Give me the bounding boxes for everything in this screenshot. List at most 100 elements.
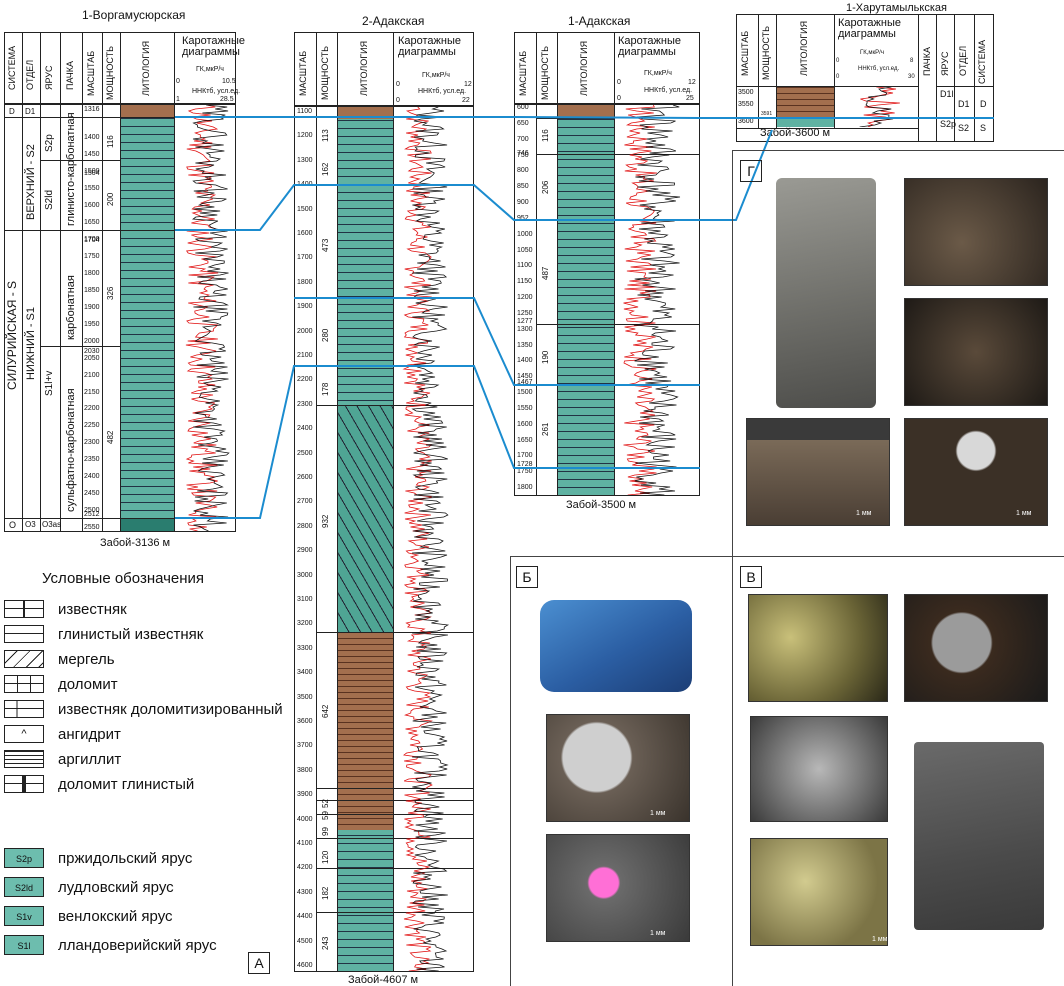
depth-label: 3200: [297, 620, 313, 628]
nnk-label: ННКтб, усл.ед.: [192, 88, 241, 95]
depth-label: 1300: [517, 325, 533, 333]
scale-label: 1 мм: [1016, 510, 1032, 517]
nnk-max: 30: [908, 74, 915, 80]
depth-label: 700: [517, 135, 529, 143]
log-curves: [859, 87, 900, 127]
depth-label: 4000: [297, 815, 313, 823]
depth-label: 1277: [517, 318, 533, 326]
depth-label: 1700: [517, 452, 533, 460]
nnk-curve: [859, 87, 894, 127]
gk-min: 0: [396, 81, 400, 88]
depth-label: 2100: [297, 352, 313, 359]
depth-label: 1000: [517, 230, 533, 238]
depth-label: 2350: [84, 456, 100, 464]
thin-section-photo: [750, 838, 888, 946]
nnk-curve: [633, 105, 681, 495]
legend-symbol: [4, 600, 44, 618]
well-title: 2-Адакская: [362, 14, 425, 28]
panel-label-b: Б: [516, 566, 538, 588]
dept-s2: S2: [958, 123, 970, 133]
depth-label: 1467: [517, 378, 533, 386]
depth-label: 1316: [84, 106, 100, 113]
gk-label: ГК,мкР/ч: [196, 66, 224, 73]
depth-label: 3100: [297, 596, 313, 603]
legend-stage-label: пржидольский ярус: [58, 850, 193, 867]
divider: [510, 556, 511, 986]
depth-label: 1300: [297, 156, 313, 164]
depth-label: 650: [517, 119, 529, 127]
lithology-brown: [121, 105, 174, 117]
column-frame: [514, 104, 700, 496]
lithology-limestone: [121, 117, 174, 518]
legend-label: доломит глинистый: [58, 776, 195, 793]
depth-label: 2700: [297, 498, 313, 506]
correlation-line: [294, 297, 700, 386]
nnk-min: 1: [176, 96, 180, 103]
log-curves: [402, 107, 450, 971]
depth-label: 1100: [297, 108, 313, 115]
nnk-label: ННКтб, усл.ед.: [858, 66, 900, 72]
log-header: Каротажные диаграммы: [838, 17, 902, 40]
bottom-depth: Забой-3136 м: [100, 537, 171, 549]
gk-max: 12: [688, 79, 696, 86]
depth-label: 2050: [84, 354, 100, 362]
depth-label: 1728: [517, 461, 533, 469]
panel-label-a: А: [248, 952, 270, 974]
depth-label: 800: [517, 167, 529, 175]
legend-label: аргиллит: [58, 751, 122, 768]
legend-label: известняк: [58, 601, 127, 618]
legend-symbol: [4, 775, 44, 793]
depth-label: 2400: [297, 425, 313, 433]
legend-symbol: [4, 650, 44, 668]
depth-label: 1150: [517, 278, 533, 286]
depth-label: 2450: [84, 490, 100, 498]
depth-label: 1800: [84, 269, 100, 277]
gk-min: 0: [836, 58, 840, 64]
depth-label: 1850: [84, 286, 100, 294]
depth-label: 900: [517, 199, 529, 206]
log-curves: [185, 105, 230, 531]
correlation-line: [175, 129, 773, 231]
legend-stage-label: венлокский ярус: [58, 908, 173, 925]
thin-section-photo: [746, 418, 890, 526]
depth-label: 2100: [84, 371, 100, 379]
legend-label: известняк доломитизированный: [58, 701, 283, 718]
depth-label: 1450: [84, 151, 100, 159]
depth-label: 1200: [517, 294, 533, 301]
depth-label: 750: [517, 151, 529, 159]
header-frame: [514, 32, 700, 104]
nnk-curve: [411, 107, 450, 971]
depth-label: 3600: [297, 718, 313, 725]
nnk-label: ННКтб, усл.ед.: [418, 88, 467, 95]
depth-label: 4300: [297, 888, 313, 896]
depth-label: 1100: [517, 262, 533, 270]
depth-label: 1250: [517, 309, 533, 317]
depth-label: 2900: [297, 547, 313, 555]
gk-label: ГК,мкР/ч: [422, 72, 450, 79]
legend-stage-symbol: S2ld: [4, 877, 44, 897]
scale-label: 1 мм: [650, 810, 666, 817]
depth-label: 1750: [84, 253, 100, 260]
log-header: Каротажные диаграммы: [182, 35, 246, 58]
divider: [510, 556, 1064, 557]
thin-section-photo: [904, 298, 1048, 406]
depth-label: 1050: [517, 246, 533, 254]
gk-curve: [185, 105, 219, 531]
depth-label: 2030: [84, 347, 100, 355]
nnk-max: 28.5: [220, 96, 234, 103]
thin-section-photo: [904, 178, 1048, 286]
depth-label: 1550: [84, 185, 100, 193]
log-header: Каротажные диаграммы: [618, 35, 682, 58]
thin-section-photo: [546, 834, 690, 942]
lithology-ordovician: [121, 518, 174, 531]
nnk-max: 22: [462, 97, 470, 104]
correlation-line: [175, 365, 700, 519]
depth-label: 3400: [297, 669, 313, 677]
gk-curve: [623, 105, 657, 495]
depth-label: 1800: [297, 278, 313, 286]
depth-label: 746: [517, 150, 529, 158]
lithology-limestone: [558, 118, 614, 495]
legend-label: доломит: [58, 676, 118, 693]
depth-label: 1900: [84, 303, 100, 311]
